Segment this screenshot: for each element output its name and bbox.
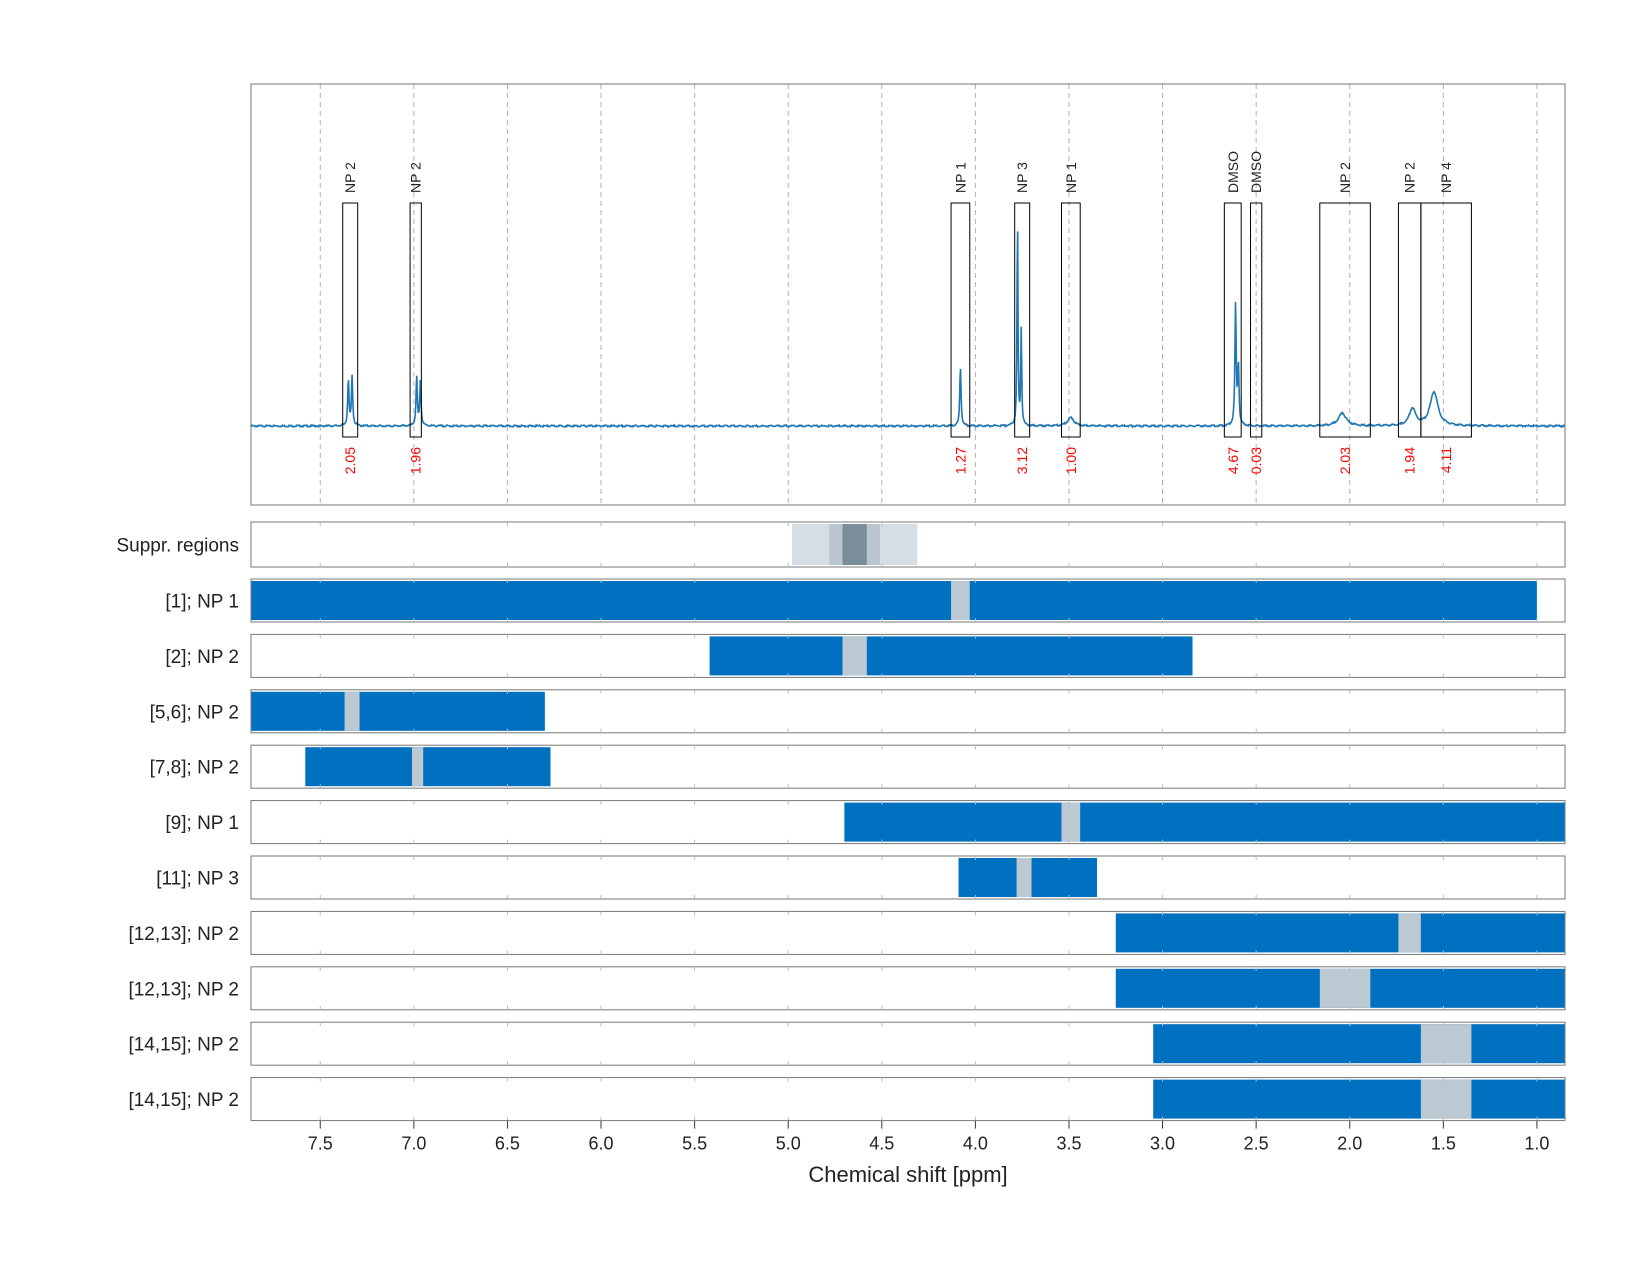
window-row-frame: [250, 1077, 1566, 1122]
spectrum-line: [250, 231, 1566, 429]
peak-region-label: NP 2: [1337, 162, 1353, 193]
window-row-frame: [250, 966, 1566, 1011]
excluded-region: [1016, 858, 1032, 897]
x-tick-label: 2.0: [1337, 1134, 1362, 1154]
spectrum-panel: NP 2 2.05 NP 2 1.96 NP 1 1.27 NP 3 3.12 NP 1 1.00…: [250, 83, 1566, 506]
excluded-region: [1420, 1079, 1472, 1119]
window-bar: [844, 802, 1565, 842]
peak-integral-value: 1.27: [952, 447, 968, 474]
row-label: [14,15]; NP 2: [128, 1035, 239, 1056]
row-label: [12,13]; NP 2: [128, 924, 239, 945]
excluded-region: [411, 747, 424, 787]
x-tick-label: 7.5: [308, 1134, 333, 1154]
grid-lines: [319, 84, 1538, 505]
peak-integral-value: 1.94: [1402, 447, 1418, 474]
x-tick-label: 5.0: [776, 1134, 801, 1154]
x-tick-label: 6.5: [495, 1134, 520, 1154]
spectrum-frame: [250, 83, 1566, 506]
window-bar: [305, 747, 551, 787]
peak-integral-value: 4.11: [1438, 447, 1454, 473]
peak-integral-value: 1.00: [1063, 447, 1079, 474]
peak-region-box: [1420, 202, 1472, 438]
peak-integral-value: 3.12: [1014, 447, 1030, 474]
peak-region-label: NP 2: [342, 162, 358, 193]
window-row-frame: [250, 633, 1566, 678]
peak-region-box: [1319, 202, 1371, 438]
excluded-region: [1420, 1024, 1472, 1064]
peak-region-label: NP 3: [1014, 162, 1030, 193]
x-tick-label: 2.5: [1244, 1134, 1269, 1154]
row-label: [1]; NP 1: [165, 592, 239, 613]
peak-integral-value: 4.67: [1225, 447, 1241, 474]
peak-region-label: NP 4: [1438, 162, 1454, 193]
window-row-frame: [250, 1021, 1566, 1066]
excluded-region: [951, 581, 970, 620]
excluded-region: [344, 691, 360, 731]
peak-integral-value: 0.03: [1248, 447, 1264, 474]
peak-integral-value: 1.96: [408, 447, 424, 474]
peak-region-label: DMSO: [1248, 151, 1264, 193]
peak-region-label: NP 2: [408, 162, 424, 193]
peak-region-box: [1060, 202, 1081, 438]
window-row-frame: [250, 800, 1566, 845]
peak-region-box: [342, 202, 359, 438]
x-tick-label: 6.0: [589, 1134, 614, 1154]
x-tick-label: 4.5: [869, 1134, 894, 1154]
x-tick-label: 5.5: [682, 1134, 707, 1154]
x-axis-title: Chemical shift [ppm]: [808, 1162, 1007, 1187]
peak-region-box: [409, 202, 422, 438]
window-bar: [251, 691, 545, 731]
window-bar: [1115, 913, 1565, 953]
peak-integral-value: 2.05: [342, 447, 358, 474]
row-label: [9]; NP 1: [165, 813, 239, 834]
window-row-frame: [250, 910, 1566, 955]
row-label: Suppr. regions: [116, 536, 239, 557]
window-row-frame: [250, 855, 1566, 900]
window-row-frame: [250, 744, 1566, 789]
x-axis: 7.5 7.0 6.5 6.0 5.5 5.0 4.5 4.0 3.5 3.0 2.5 2.0 1.5 1…: [308, 1120, 1549, 1154]
row-label: [2]; NP 2: [165, 647, 239, 668]
row-label: [12,13]; NP 2: [128, 979, 239, 1000]
x-tick-label: 3.0: [1150, 1134, 1175, 1154]
excluded-region: [1061, 802, 1081, 842]
peak-region-label: DMSO: [1225, 151, 1241, 193]
row-label: [7,8]; NP 2: [150, 758, 239, 779]
window-row-frame: [250, 578, 1566, 623]
peak-integral-value: 2.03: [1337, 447, 1353, 474]
peak-region-label: NP 1: [1063, 162, 1079, 193]
peak-region-box: [1397, 202, 1422, 438]
window-rows: Suppr. regions [1]; NP 1 [2]; NP 2 [5,6]; N…: [116, 521, 1566, 1122]
x-tick-label: 7.0: [401, 1134, 426, 1154]
window-bar: [709, 636, 1193, 676]
row-label: [5,6]; NP 2: [150, 702, 239, 723]
row-label: [14,15]; NP 2: [128, 1090, 239, 1111]
suppression-row-frame: [250, 521, 1566, 568]
window-row-frame: [250, 689, 1566, 734]
window-bar: [1153, 1024, 1565, 1064]
excluded-region: [1319, 968, 1371, 1008]
x-tick-label: 3.5: [1056, 1134, 1081, 1154]
window-bar: [1153, 1079, 1565, 1119]
x-tick-label: 1.0: [1524, 1134, 1549, 1154]
peak-region-box: [1014, 202, 1031, 438]
suppression-band: [842, 524, 867, 565]
window-bar: [251, 581, 1537, 620]
peak-region-box: [1223, 202, 1242, 438]
row-label: [11]; NP 3: [156, 869, 239, 890]
x-tick-label: 4.0: [963, 1134, 988, 1154]
excluded-region: [1398, 913, 1421, 953]
peak-region-label: NP 2: [1402, 162, 1418, 193]
peak-region-box: [950, 202, 971, 438]
excluded-region: [842, 636, 867, 676]
x-tick-label: 1.5: [1431, 1134, 1456, 1154]
peak-region-label: NP 1: [952, 162, 968, 193]
peak-region-box: [1250, 202, 1263, 438]
